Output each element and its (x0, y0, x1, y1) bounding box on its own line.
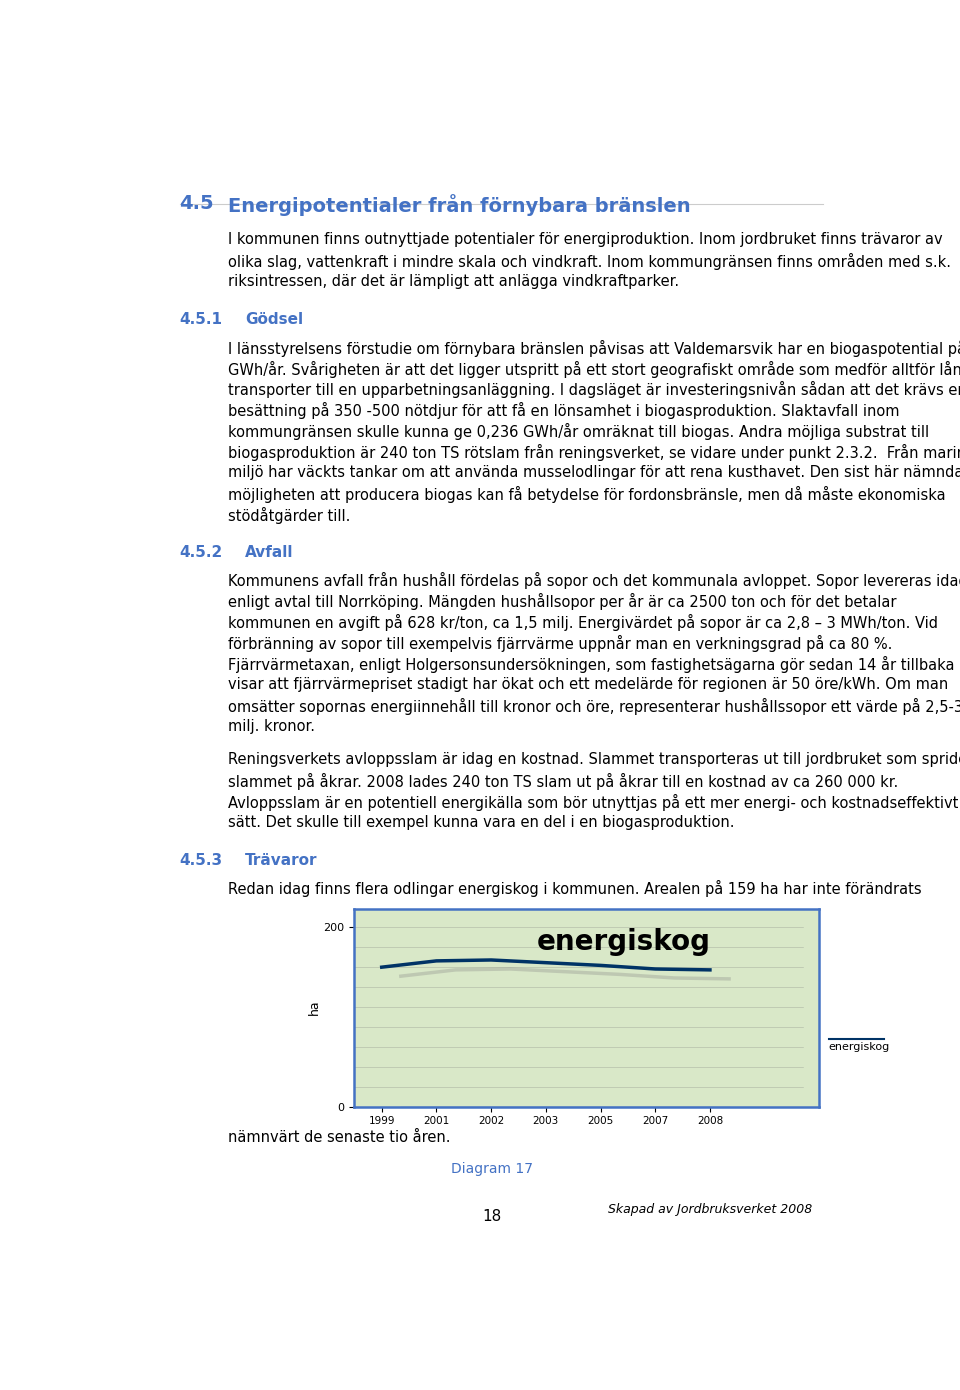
Text: Energipotentialer från förnybara bränslen: Energipotentialer från förnybara bränsle… (228, 193, 690, 215)
Text: sätt. Det skulle till exempel kunna vara en del i en biogasproduktion.: sätt. Det skulle till exempel kunna vara… (228, 815, 734, 830)
Text: nämnvärt de senaste tio åren.: nämnvärt de senaste tio åren. (228, 1130, 450, 1145)
Text: Gödsel: Gödsel (245, 311, 303, 327)
Text: Diagram 17: Diagram 17 (451, 1162, 533, 1176)
Text: miljö har väckts tankar om att använda musselodlingar för att rena kusthavet. De: miljö har väckts tankar om att använda m… (228, 464, 960, 480)
Text: I länsstyrelsens förstudie om förnybara bränslen påvisas att Valdemarsvik har en: I länsstyrelsens förstudie om förnybara … (228, 339, 960, 357)
Text: 4.5: 4.5 (180, 193, 214, 213)
Text: biogasproduktion är 240 ton TS rötslam från reningsverket, se vidare under punkt: biogasproduktion är 240 ton TS rötslam f… (228, 443, 960, 461)
Text: slammet på åkrar. 2008 lades 240 ton TS slam ut på åkrar till en kostnad av ca 2: slammet på åkrar. 2008 lades 240 ton TS … (228, 773, 899, 790)
Text: stödåtgärder till.: stödåtgärder till. (228, 506, 350, 524)
Text: Reningsverkets avloppsslam är idag en kostnad. Slammet transporteras ut till jor: Reningsverkets avloppsslam är idag en ko… (228, 752, 960, 767)
Text: olika slag, vattenkraft i mindre skala och vindkraft. Inom kommungränsen finns o: olika slag, vattenkraft i mindre skala o… (228, 253, 950, 270)
Text: enligt avtal till Norrköping. Mängden hushållsopor per år är ca 2500 ton och för: enligt avtal till Norrköping. Mängden hu… (228, 594, 897, 610)
Text: Kommunens avfall från hushåll fördelas på sopor och det kommunala avloppet. Sopo: Kommunens avfall från hushåll fördelas p… (228, 573, 960, 589)
Text: Avloppsslam är en potentiell energikälla som bör utnyttjas på ett mer energi- oc: Avloppsslam är en potentiell energikälla… (228, 794, 958, 810)
Text: visar att fjärrvärmepriset stadigt har ökat och ett medelärde för regionen är 50: visar att fjärrvärmepriset stadigt har ö… (228, 677, 948, 692)
Text: förbränning av sopor till exempelvis fjärrvärme uppnår man en verkningsgrad på c: förbränning av sopor till exempelvis fjä… (228, 635, 892, 652)
Text: I kommunen finns outnyttjade potentialer för energiproduktion. Inom jordbruket f: I kommunen finns outnyttjade potentialer… (228, 232, 943, 247)
Text: Fjärrvärmetaxan, enligt Holgersonsundersökningen, som fastighetsägarna gör sedan: Fjärrvärmetaxan, enligt Holgersonsunders… (228, 656, 954, 673)
Text: 4.5.3: 4.5.3 (180, 852, 223, 867)
Text: Trävaror: Trävaror (245, 852, 318, 867)
Text: Redan idag finns flera odlingar energiskog i kommunen. Arealen på 159 ha har int: Redan idag finns flera odlingar energisk… (228, 880, 922, 898)
Text: riksintressen, där det är lämpligt att anlägga vindkraftparker.: riksintressen, där det är lämpligt att a… (228, 274, 679, 289)
Text: milj. kronor.: milj. kronor. (228, 719, 315, 734)
Text: omsätter sopornas energiinnehåll till kronor och öre, representerar hushållssopo: omsätter sopornas energiinnehåll till kr… (228, 698, 960, 714)
Text: transporter till en upparbetningsanläggning. I dagsläget är investeringsnivån så: transporter till en upparbetningsanläggn… (228, 381, 960, 399)
Text: besättning på 350 -500 nötdjur för att få en lönsamhet i biogasproduktion. Slakt: besättning på 350 -500 nötdjur för att f… (228, 402, 900, 420)
Text: möjligheten att producera biogas kan få betydelse för fordonsbränsle, men då mås: möjligheten att producera biogas kan få … (228, 485, 946, 503)
Text: 4.5.2: 4.5.2 (180, 545, 223, 560)
Text: 18: 18 (482, 1209, 502, 1225)
Text: Skapad av Jordbruksverket 2008: Skapad av Jordbruksverket 2008 (608, 1202, 812, 1216)
Text: kommunen en avgift på 628 kr/ton, ca 1,5 milj. Energivärdet på sopor är ca 2,8 –: kommunen en avgift på 628 kr/ton, ca 1,5… (228, 614, 938, 631)
Text: Avfall: Avfall (245, 545, 294, 560)
Text: GWh/år. Svårigheten är att det ligger utspritt på ett stort geografiskt område s: GWh/år. Svårigheten är att det ligger ut… (228, 360, 960, 378)
Text: kommungränsen skulle kunna ge 0,236 GWh/år omräknat till biogas. Andra möjliga s: kommungränsen skulle kunna ge 0,236 GWh/… (228, 423, 929, 441)
Text: 4.5.1: 4.5.1 (180, 311, 223, 327)
